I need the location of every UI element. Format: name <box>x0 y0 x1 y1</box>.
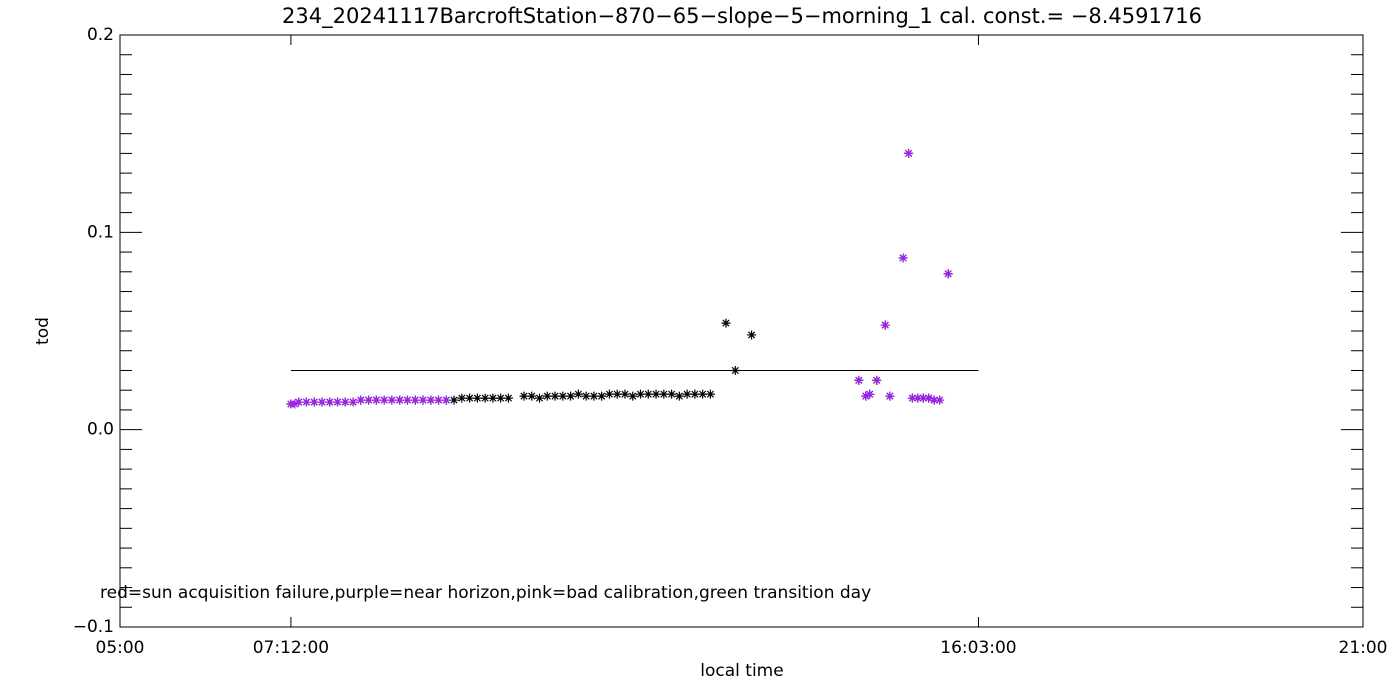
data-point <box>356 395 366 405</box>
data-point <box>441 395 451 405</box>
data-point <box>294 397 304 407</box>
data-point <box>426 395 436 405</box>
data-point <box>861 391 871 401</box>
data-point <box>898 253 908 263</box>
data-point <box>643 389 653 399</box>
data-point <box>558 391 568 401</box>
data-point <box>535 393 545 403</box>
data-point <box>885 391 895 401</box>
data-point <box>682 389 692 399</box>
data-point <box>410 395 420 405</box>
x-tick-label: 05:00 <box>96 638 145 658</box>
data-point <box>364 395 374 405</box>
data-point <box>371 395 381 405</box>
data-point <box>674 391 684 401</box>
data-point <box>418 395 428 405</box>
data-point <box>488 393 498 403</box>
data-point <box>465 393 475 403</box>
data-point <box>659 389 669 399</box>
data-point <box>290 399 300 409</box>
data-point <box>705 389 715 399</box>
data-point <box>449 395 459 405</box>
x-tick-label: 21:00 <box>1339 638 1388 658</box>
data-point <box>865 389 875 399</box>
data-point <box>854 375 864 385</box>
data-point <box>721 318 731 328</box>
data-point <box>924 393 934 403</box>
data-point <box>519 391 529 401</box>
data-point <box>379 395 389 405</box>
y-tick-label: 0.0 <box>87 420 114 440</box>
data-point <box>880 320 890 330</box>
data-point <box>566 391 576 401</box>
data-point <box>636 389 646 399</box>
data-point <box>340 397 350 407</box>
data-point <box>604 389 614 399</box>
data-point <box>581 391 591 401</box>
x-tick-label: 16:03:00 <box>940 638 1016 658</box>
data-point <box>402 395 412 405</box>
data-point <box>913 393 923 403</box>
data-point <box>457 393 467 403</box>
data-point <box>503 393 513 403</box>
data-point <box>747 330 757 340</box>
data-point <box>907 393 917 403</box>
data-point <box>333 397 343 407</box>
data-point <box>573 389 583 399</box>
data-point <box>395 395 405 405</box>
data-point <box>387 395 397 405</box>
data-point <box>904 148 914 158</box>
data-point <box>698 389 708 399</box>
y-axis-label: tod <box>33 317 53 345</box>
data-point <box>612 389 622 399</box>
annotation: red=sun acquisition failure,purple=near … <box>100 583 871 603</box>
data-point <box>496 393 506 403</box>
data-point <box>730 365 740 375</box>
data-point <box>935 395 945 405</box>
plot-frame <box>119 34 1364 628</box>
data-point <box>550 391 560 401</box>
x-axis-label: local time <box>700 661 783 681</box>
data-point <box>325 397 335 407</box>
y-tick-label: 0.2 <box>87 25 114 45</box>
data-point <box>918 393 928 403</box>
data-point <box>301 397 311 407</box>
data-point <box>597 391 607 401</box>
data-point <box>929 395 939 405</box>
data-point <box>651 389 661 399</box>
data-point <box>690 389 700 399</box>
y-tick-label: −0.1 <box>73 617 114 637</box>
data-point <box>348 397 358 407</box>
data-point <box>472 393 482 403</box>
data-point <box>480 393 490 403</box>
data-point <box>620 389 630 399</box>
data-point <box>542 391 552 401</box>
data-point <box>309 397 319 407</box>
data-point <box>589 391 599 401</box>
data-point <box>628 391 638 401</box>
data-point <box>872 375 882 385</box>
data-point <box>527 391 537 401</box>
chart-title: 234_20241117BarcroftStation−870−65−slope… <box>282 4 1202 29</box>
data-point <box>317 397 327 407</box>
y-tick-label: 0.1 <box>87 222 114 242</box>
x-tick-label: 07:12:00 <box>253 638 329 658</box>
data-point <box>434 395 444 405</box>
data-point <box>667 389 677 399</box>
data-point <box>943 269 953 279</box>
